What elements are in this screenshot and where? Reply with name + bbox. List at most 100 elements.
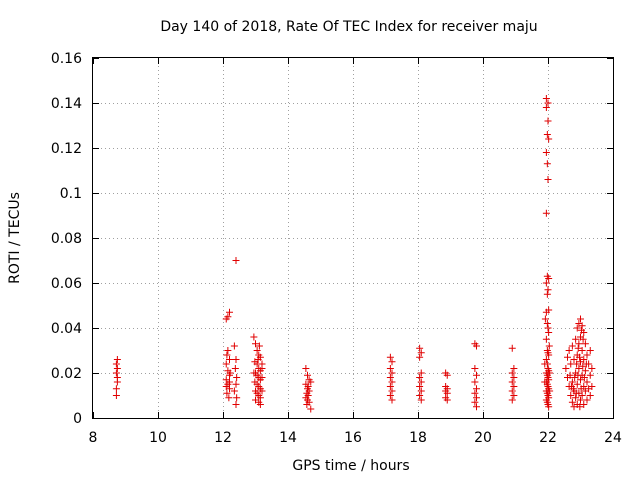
x-tick-label: 16 xyxy=(344,430,362,446)
data-point xyxy=(386,383,394,390)
data-point xyxy=(567,383,575,390)
data-point xyxy=(416,383,424,390)
data-point xyxy=(443,396,451,404)
data-point xyxy=(256,394,264,402)
data-point xyxy=(508,369,516,377)
data-point xyxy=(112,369,120,377)
data-point xyxy=(544,324,552,332)
data-point xyxy=(471,378,479,386)
data-point xyxy=(576,403,584,411)
data-point xyxy=(577,326,585,334)
data-point xyxy=(416,344,424,352)
data-point xyxy=(570,356,578,363)
data-point xyxy=(543,160,551,168)
data-point xyxy=(564,353,571,361)
data-point xyxy=(473,385,480,393)
data-point xyxy=(388,369,396,377)
data-point xyxy=(543,320,551,327)
data-point xyxy=(253,347,261,354)
y-tick-label: 0.16 xyxy=(51,51,82,67)
data-point xyxy=(417,378,425,386)
data-point xyxy=(543,290,551,298)
data-point xyxy=(303,401,311,408)
data-point xyxy=(230,387,238,395)
data-point xyxy=(473,403,480,411)
data-point xyxy=(562,365,570,372)
data-point xyxy=(510,383,518,390)
x-tick-label: 14 xyxy=(279,430,297,446)
data-point xyxy=(307,405,315,413)
data-point xyxy=(565,347,573,354)
y-axis-label: ROTI / TECUs xyxy=(7,192,23,284)
data-point xyxy=(508,396,516,404)
plot-frame xyxy=(92,57,614,419)
y-tick-label: 0 xyxy=(73,411,82,427)
data-point xyxy=(586,392,594,399)
data-point xyxy=(388,396,396,404)
data-point xyxy=(572,335,580,343)
data-point xyxy=(222,383,230,390)
data-point xyxy=(510,365,518,372)
data-point xyxy=(226,378,233,386)
chart-title: Day 140 of 2018, Rate Of TEC Index for r… xyxy=(160,19,537,35)
x-tick-label: 12 xyxy=(214,430,232,446)
data-point xyxy=(471,398,479,406)
data-point xyxy=(224,347,232,354)
data-point xyxy=(544,117,552,125)
data-point xyxy=(416,374,424,381)
data-point xyxy=(583,396,591,404)
data-point xyxy=(417,349,425,357)
data-point xyxy=(255,342,263,350)
data-point xyxy=(544,176,552,183)
data-point xyxy=(222,360,230,368)
data-point xyxy=(226,369,234,377)
data-point xyxy=(471,389,479,397)
data-point xyxy=(577,376,584,384)
data-point xyxy=(231,365,239,372)
x-tick-label: 24 xyxy=(604,430,622,446)
data-point xyxy=(567,392,575,399)
data-point xyxy=(578,347,586,354)
data-point xyxy=(224,313,232,321)
data-point xyxy=(546,369,554,377)
data-point xyxy=(541,360,549,368)
data-point xyxy=(232,356,240,363)
data-point xyxy=(250,333,258,341)
data-point xyxy=(225,394,233,402)
data-point xyxy=(568,398,576,406)
x-axis-label: GPS time / hours xyxy=(292,458,409,474)
data-point xyxy=(232,380,240,388)
data-point xyxy=(541,315,549,323)
data-point xyxy=(576,353,584,361)
data-point xyxy=(443,389,451,397)
data-point xyxy=(567,360,575,368)
data-point xyxy=(230,342,238,350)
data-point xyxy=(473,342,480,350)
data-point xyxy=(586,371,594,379)
data-point xyxy=(473,394,480,402)
data-point xyxy=(304,383,312,390)
data-point xyxy=(580,356,588,363)
data-point xyxy=(545,135,553,143)
data-point xyxy=(577,315,584,323)
data-point xyxy=(258,374,266,381)
data-point xyxy=(580,401,588,408)
y-tick-label: 0.06 xyxy=(51,276,82,292)
data-point xyxy=(112,392,120,399)
data-point xyxy=(546,387,554,395)
data-point xyxy=(443,371,451,379)
y-tick-label: 0.08 xyxy=(51,231,82,247)
data-point xyxy=(574,344,582,352)
data-point xyxy=(307,378,315,386)
data-point xyxy=(543,131,551,138)
data-point xyxy=(250,369,258,377)
data-point xyxy=(417,369,425,377)
data-point xyxy=(113,356,121,363)
grid-lines xyxy=(93,58,613,418)
data-point xyxy=(388,387,396,395)
data-point xyxy=(542,209,550,217)
data-point xyxy=(542,335,550,343)
data-point xyxy=(471,365,479,372)
data-point xyxy=(544,286,552,294)
data-point xyxy=(254,356,262,363)
